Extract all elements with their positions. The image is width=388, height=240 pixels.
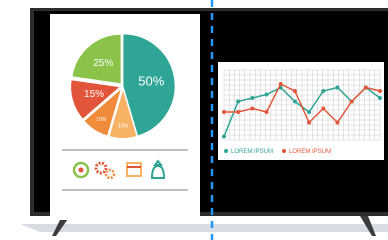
slice-label: 10% [118, 123, 129, 129]
point [279, 82, 283, 86]
point [236, 110, 240, 114]
point [335, 121, 339, 125]
point [236, 100, 240, 104]
legend-swatch [282, 149, 286, 153]
point [307, 110, 311, 114]
point [321, 107, 325, 111]
point [307, 121, 311, 125]
slice-label: 50% [138, 73, 164, 88]
point [265, 110, 269, 114]
point [222, 110, 226, 114]
point [250, 107, 254, 111]
point [350, 100, 354, 104]
legend-label: LOREM IPSUM [289, 149, 331, 155]
point [265, 93, 269, 97]
tv-shadow [20, 224, 388, 232]
point [364, 86, 368, 90]
point [293, 89, 297, 93]
legend-label: LOREM IPSUM [231, 149, 273, 155]
point [222, 135, 226, 139]
slice-label: 15% [84, 89, 104, 100]
slice-label: 10% [96, 117, 107, 123]
point [378, 96, 382, 100]
point [250, 96, 254, 100]
point [335, 86, 339, 90]
point [293, 100, 297, 104]
point [321, 89, 325, 93]
legend-swatch [224, 149, 228, 153]
slice-label: 25% [93, 58, 113, 69]
tv-scene: 50% 10% 10% 15% 25% LOREM IPSUM LOREM IPSUM [0, 0, 388, 240]
point [378, 89, 382, 93]
